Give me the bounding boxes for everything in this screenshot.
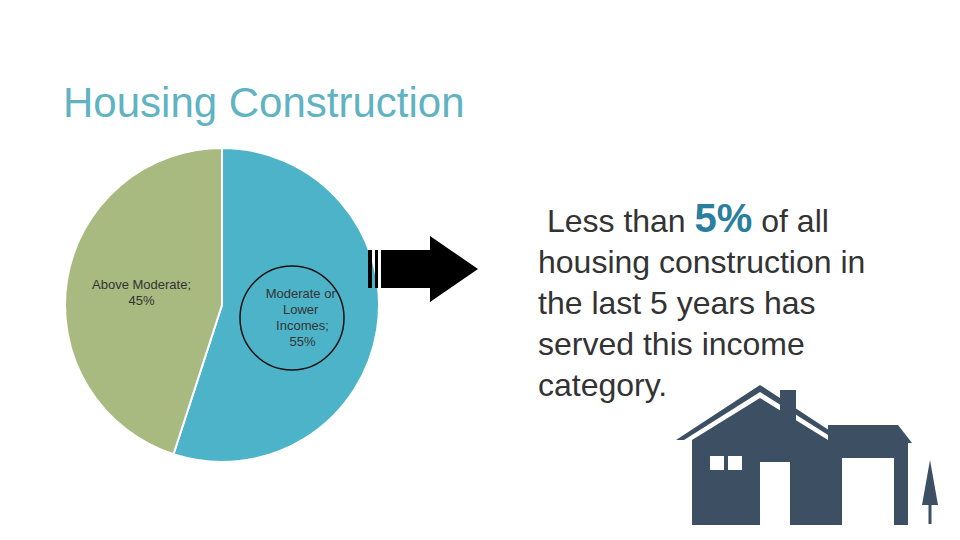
html-text:Less than5%of all housing cons: Less than5%of all housing construction i… — [538, 196, 866, 403]
svg-text:Above Moderate;: Above Moderate; — [92, 277, 191, 292]
svg-text:45%: 45% — [128, 293, 154, 308]
svg-text:Incomes;: Incomes; — [276, 318, 329, 333]
svg-text:55%: 55% — [289, 334, 315, 349]
svg-text:Lower: Lower — [283, 302, 322, 317]
svg-text:Moderate or: Moderate or — [266, 286, 340, 301]
svg-text:Housing Construction: Housing Construction — [63, 79, 465, 126]
